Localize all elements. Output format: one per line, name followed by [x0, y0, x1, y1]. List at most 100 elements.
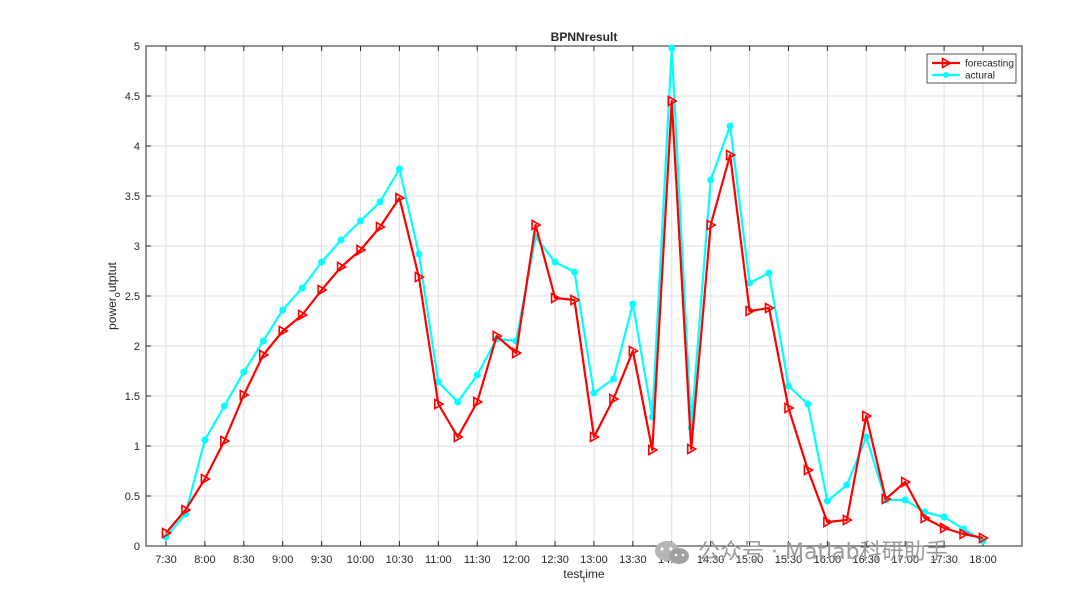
- data-point-forecasting: [453, 431, 464, 443]
- data-point-actural: [298, 284, 306, 292]
- data-point-actural: [901, 496, 909, 504]
- data-point-forecasting: [220, 435, 231, 447]
- data-point-actural: [746, 279, 754, 287]
- wechat-icon: [655, 541, 689, 564]
- data-point-actural: [337, 236, 345, 244]
- data-point-actural: [259, 337, 267, 345]
- data-point-forecasting: [628, 345, 639, 357]
- data-point-actural: [357, 217, 365, 225]
- data-point-forecasting: [784, 402, 795, 414]
- data-point-forecasting: [648, 444, 659, 456]
- data-point-actural: [376, 198, 384, 206]
- legend-label-forecasting: forecasting: [965, 59, 1014, 70]
- data-point-actural: [609, 375, 617, 383]
- y-tick-label: 3.5: [125, 191, 140, 203]
- data-point-forecasting: [492, 330, 503, 342]
- data-point-forecasting: [278, 325, 289, 337]
- data-point-forecasting: [258, 349, 270, 361]
- data-point-forecasting: [531, 219, 542, 231]
- y-tick-label: 2: [134, 341, 140, 353]
- chart-title: BPNNresult: [551, 30, 618, 44]
- data-point-forecasting: [823, 516, 834, 528]
- x-tick-label: 8:00: [194, 554, 215, 566]
- data-point-forecasting: [200, 473, 212, 485]
- data-point-forecasting: [842, 514, 853, 526]
- data-point-actural: [843, 481, 851, 489]
- legend-marker-forecasting: [941, 57, 953, 69]
- data-point-forecasting: [978, 532, 990, 544]
- x-axis-label: testtime: [563, 567, 605, 584]
- x-tick-label: 9:00: [272, 554, 293, 566]
- y-tick-label: 0: [134, 541, 140, 553]
- y-axis-label-rest: utptut: [105, 261, 119, 292]
- x-tick-label: 10:30: [386, 554, 414, 566]
- data-point-forecasting: [414, 271, 426, 283]
- data-point-actural: [454, 398, 462, 406]
- x-tick-label: 7:30: [155, 554, 176, 566]
- data-point-forecasting: [881, 493, 892, 505]
- data-point-forecasting: [959, 528, 970, 540]
- data-point-forecasting: [725, 149, 737, 161]
- series-line-forecasting: [165, 99, 984, 540]
- x-tick-label: 8:30: [233, 554, 254, 566]
- data-point-actural: [201, 436, 209, 444]
- x-tick-label: 14:30: [697, 554, 725, 566]
- data-point-actural: [668, 44, 676, 52]
- data-point-forecasting: [375, 221, 387, 233]
- data-point-actural: [804, 400, 812, 408]
- x-axis-label-main: test: [563, 567, 583, 581]
- data-point-forecasting: [764, 302, 776, 314]
- data-point-actural: [726, 122, 734, 130]
- data-point-forecasting: [803, 464, 815, 476]
- data-point-forecasting: [939, 522, 951, 534]
- data-point-forecasting: [356, 244, 367, 256]
- y-axis-label-main: power: [105, 297, 119, 330]
- y-tick-label: 5: [134, 41, 140, 53]
- data-point-forecasting: [745, 305, 756, 317]
- y-tick-label: 0.5: [125, 491, 140, 503]
- data-point-forecasting: [861, 410, 873, 422]
- x-tick-label: 17:00: [891, 554, 919, 566]
- y-tick-label: 4.5: [125, 91, 140, 103]
- data-point-actural: [473, 371, 481, 379]
- data-point-forecasting: [161, 527, 173, 539]
- x-tick-label: 12:00: [502, 554, 530, 566]
- x-tick-label: 13:00: [580, 554, 608, 566]
- data-point-forecasting: [667, 95, 678, 107]
- data-point-actural: [629, 300, 637, 308]
- data-point-forecasting: [181, 504, 192, 516]
- data-point-actural: [220, 402, 228, 410]
- data-point-forecasting: [511, 347, 523, 359]
- data-point-forecasting: [434, 398, 445, 410]
- data-point-forecasting: [336, 261, 348, 273]
- y-tick-label: 1: [134, 441, 140, 453]
- x-tick-label: 15:30: [775, 554, 803, 566]
- y-axis-label: poweroutptut: [105, 261, 122, 329]
- x-tick-label: 11:30: [464, 554, 491, 566]
- data-point-forecasting: [317, 284, 328, 296]
- data-point-actural: [823, 497, 831, 505]
- data-point-actural: [707, 176, 715, 184]
- legend-marker-actural: [943, 72, 949, 78]
- x-tick-label: 17:30: [930, 554, 958, 566]
- data-point-actural: [590, 389, 598, 397]
- data-point-actural: [415, 250, 423, 258]
- x-tick-label: 13:30: [619, 554, 647, 566]
- x-axis-label-rest: ime: [585, 567, 605, 581]
- y-tick-label: 1.5: [125, 391, 140, 403]
- x-tick-label: 10:00: [347, 554, 375, 566]
- data-point-forecasting: [570, 294, 581, 306]
- x-tick-label: 12:30: [541, 554, 569, 566]
- y-tick-label: 3: [134, 241, 140, 253]
- data-point-forecasting: [589, 431, 601, 443]
- data-point-actural: [784, 382, 792, 390]
- x-tick-label: 18:00: [969, 554, 997, 566]
- data-point-forecasting: [920, 512, 931, 524]
- data-point-forecasting: [609, 393, 620, 405]
- data-point-forecasting: [239, 389, 250, 401]
- x-axis-label-subscript: t: [583, 574, 586, 584]
- data-point-forecasting: [395, 192, 406, 204]
- data-point-actural: [940, 513, 948, 521]
